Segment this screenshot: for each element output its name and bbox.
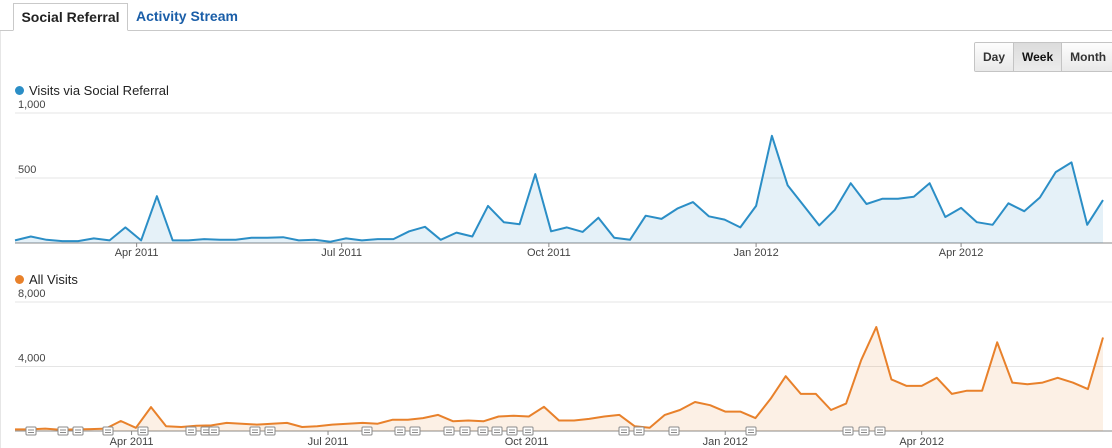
annotation-marker-box	[102, 426, 114, 436]
annotation-marker-icon	[506, 426, 518, 436]
annotation-marker-icon	[264, 426, 276, 436]
annotation-marker-icon	[361, 426, 373, 436]
series-line	[14, 134, 1104, 243]
annotation-marker-icon	[459, 426, 471, 436]
annotation-marker-box	[477, 426, 489, 436]
annotation-marker-icon	[249, 426, 261, 436]
annotation-marker-box	[668, 426, 680, 436]
annotation-marker-box	[842, 426, 854, 436]
annotation-marker-box	[185, 426, 197, 436]
series-area	[15, 135, 1103, 243]
panel-left-border	[0, 31, 1, 448]
x-tick-label: Apr 2011	[110, 436, 154, 448]
annotation-marker-icon	[522, 426, 534, 436]
chart-2-legend: All Visits	[15, 272, 78, 287]
x-tick-label: Apr 2011	[115, 247, 159, 259]
x-tick-label: Jan 2012	[703, 436, 748, 448]
chart-1: 500 1,000 Apr 2011 Jul 2011 Oct 2011 Jan 2012…	[14, 99, 1112, 259]
annotation-marker-box	[459, 426, 471, 436]
y-tick-label: 1,000	[18, 99, 46, 111]
y-tick-label: 500	[18, 164, 36, 176]
chart-1-legend: Visits via Social Referral	[15, 83, 169, 98]
annotation-marker-box	[491, 426, 503, 436]
annotation-marker-icon	[858, 426, 870, 436]
annotation-marker-box	[361, 426, 373, 436]
annotation-marker-icon	[618, 426, 630, 436]
annotation-marker-box	[57, 426, 69, 436]
annotation-marker-icon	[443, 426, 455, 436]
annotation-marker-icon	[102, 426, 114, 436]
y-tick-label: 4,000	[18, 353, 46, 365]
annotation-marker-box	[874, 426, 886, 436]
annotation-marker-box	[858, 426, 870, 436]
annotation-marker-icon	[842, 426, 854, 436]
annotation-marker-icon	[394, 426, 406, 436]
annotation-marker-box	[25, 426, 37, 436]
annotation-marker-icon	[57, 426, 69, 436]
series-line	[15, 326, 1104, 431]
x-tick-label: Jul 2011	[308, 436, 349, 448]
annotation-marker-icon	[745, 426, 757, 436]
annotation-marker-box	[208, 426, 220, 436]
tab-bar: Social Referral Activity Stream	[0, 0, 1112, 31]
chart-2-legend-dot	[15, 275, 24, 284]
day-button[interactable]: Day	[975, 43, 1015, 71]
annotation-marker-icon	[874, 426, 886, 436]
granularity-toggle: Day Week Month	[974, 42, 1112, 72]
annotation-marker-icon	[633, 426, 645, 436]
annotation-marker-box	[618, 426, 630, 436]
x-tick-label: Oct 2011	[527, 247, 571, 259]
annotation-marker-box	[249, 426, 261, 436]
week-button[interactable]: Week	[1014, 43, 1063, 71]
x-tick-label: Apr 2012	[939, 247, 984, 259]
annotation-marker-icon	[409, 426, 421, 436]
annotation-marker-box	[72, 426, 84, 436]
annotation-marker-icon	[72, 426, 84, 436]
annotation-marker-box	[394, 426, 406, 436]
annotation-marker-box	[264, 426, 276, 436]
x-tick-label: Jan 2012	[733, 247, 778, 259]
chart-2: 4,000 8,000 Apr 2011 Jul 2011 Oct 2011 Jan 20…	[15, 288, 1112, 448]
chart-2-legend-label: All Visits	[29, 272, 78, 287]
annotation-marker-box	[409, 426, 421, 436]
x-tick-label: Oct 2011	[505, 436, 549, 448]
x-tick-label: Jul 2011	[321, 247, 362, 259]
annotation-marker-box	[633, 426, 645, 436]
annotation-marker-box	[522, 426, 534, 436]
x-tick-label: Apr 2012	[899, 436, 944, 448]
annotation-marker-icon	[208, 426, 220, 436]
annotation-marker-box	[137, 426, 149, 436]
series-area	[15, 327, 1103, 431]
chart-1-legend-dot	[15, 86, 24, 95]
chart-1-legend-label: Visits via Social Referral	[29, 83, 169, 98]
annotation-marker-icon	[25, 426, 37, 436]
annotation-marker-icon	[477, 426, 489, 436]
tab-social-referral[interactable]: Social Referral	[13, 3, 128, 31]
annotation-marker-icon	[668, 426, 680, 436]
month-button[interactable]: Month	[1062, 43, 1112, 71]
annotation-marker-icon	[491, 426, 503, 436]
tab-activity-stream[interactable]: Activity Stream	[136, 8, 238, 24]
annotation-marker-icon	[137, 426, 149, 436]
y-tick-label: 8,000	[18, 288, 46, 300]
annotation-marker-icon	[185, 426, 197, 436]
annotation-marker-box	[443, 426, 455, 436]
annotation-marker-box	[506, 426, 518, 436]
annotation-marker-box	[745, 426, 757, 436]
